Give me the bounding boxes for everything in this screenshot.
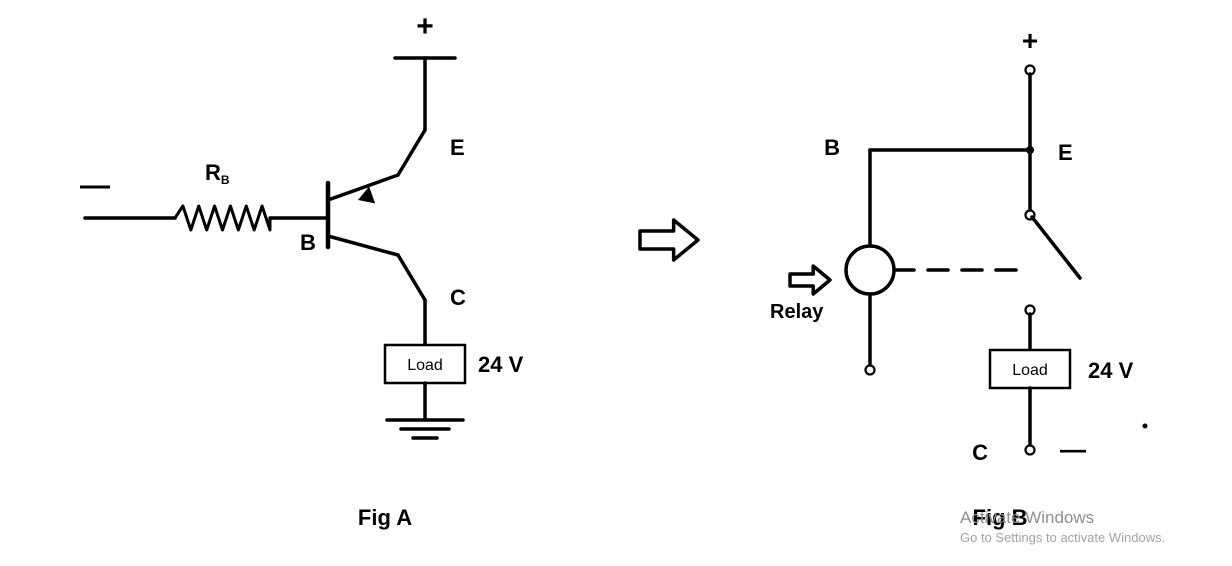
svg-text:Fig A: Fig A bbox=[358, 505, 412, 530]
watermark-subtitle: Go to Settings to activate Windows. bbox=[960, 530, 1165, 545]
svg-text:+: + bbox=[416, 10, 434, 43]
svg-text:Load: Load bbox=[407, 357, 443, 374]
watermark-title: Activate Windows bbox=[960, 508, 1094, 528]
svg-text:24 V: 24 V bbox=[478, 352, 524, 377]
svg-text:Relay: Relay bbox=[770, 301, 824, 323]
svg-text:C: C bbox=[972, 440, 988, 465]
svg-text:E: E bbox=[1058, 140, 1073, 165]
svg-text:RB: RB bbox=[205, 160, 230, 187]
svg-text:B: B bbox=[300, 230, 316, 255]
svg-text:+: + bbox=[1022, 25, 1038, 56]
svg-text:B: B bbox=[824, 135, 840, 160]
svg-text:24 V: 24 V bbox=[1088, 358, 1134, 383]
svg-text:—: — bbox=[80, 169, 110, 202]
svg-text:E: E bbox=[450, 135, 465, 160]
svg-text:—: — bbox=[1060, 434, 1086, 464]
svg-text:Load: Load bbox=[1012, 362, 1048, 379]
svg-text:C: C bbox=[450, 285, 466, 310]
